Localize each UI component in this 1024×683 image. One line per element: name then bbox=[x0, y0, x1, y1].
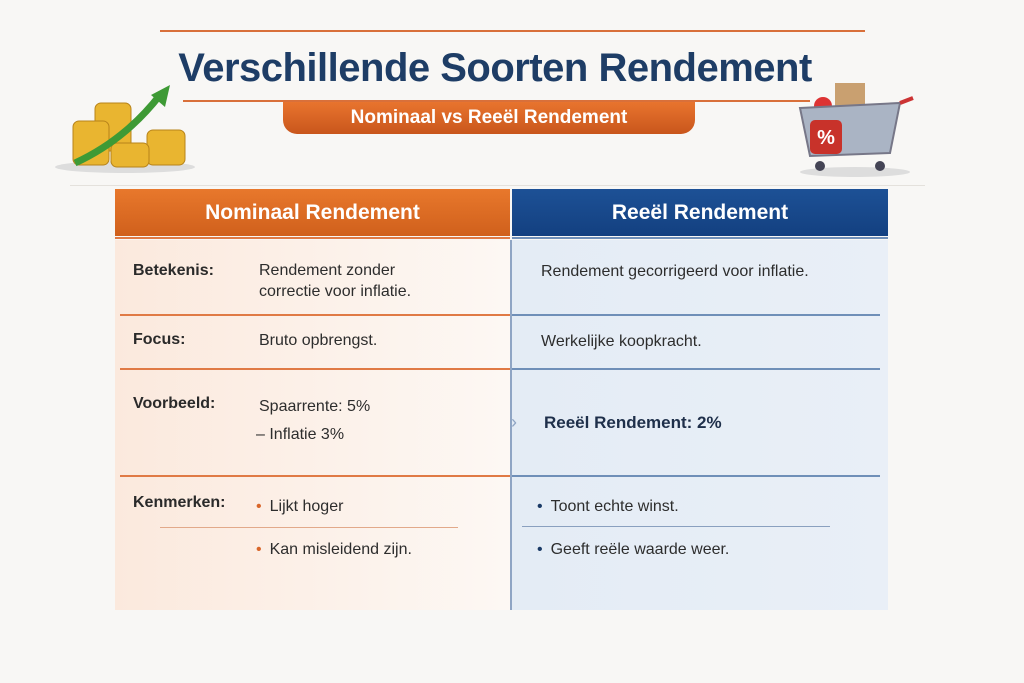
row-label-voorbeeld: Voorbeeld: bbox=[133, 395, 216, 412]
nominal-column bbox=[115, 240, 510, 610]
row-label-focus: Focus: bbox=[133, 331, 186, 348]
real-column bbox=[512, 240, 888, 610]
svg-text:%: % bbox=[817, 127, 835, 149]
row-rule bbox=[512, 314, 880, 316]
nominal-focus: Bruto opbrengst. bbox=[259, 332, 378, 349]
real-bullet: • Geeft reële waarde weer. bbox=[537, 539, 729, 560]
bullet-icon: • bbox=[256, 498, 262, 515]
subtitle-banner: Nominaal vs Reeël Rendement bbox=[283, 102, 695, 134]
chevron-right-icon: › bbox=[511, 412, 517, 432]
bullet-text: Kan misleidend zijn. bbox=[269, 541, 412, 558]
shopping-cart-percent-icon: % bbox=[798, 83, 914, 177]
nominal-bullet: • Kan misleidend zijn. bbox=[256, 539, 412, 560]
real-focus: Werkelijke koopkracht. bbox=[541, 333, 702, 350]
text-line: Rendement zonder bbox=[259, 262, 396, 279]
nominal-betekenis: Rendement zonder correctie voor inflatie… bbox=[259, 260, 411, 302]
real-betekenis: Rendement gecorrigeerd voor inflatie. bbox=[541, 263, 809, 280]
column-divider bbox=[510, 240, 512, 610]
row-rule bbox=[120, 475, 510, 477]
real-voorbeeld: Reeël Rendement: 2% bbox=[544, 413, 722, 432]
column-header-real: Reeël Rendement bbox=[512, 189, 888, 236]
text-line: correctie voor inflatie. bbox=[259, 283, 412, 300]
bullet-icon: • bbox=[537, 541, 543, 558]
bullet-text: Geeft reële waarde weer. bbox=[550, 541, 730, 558]
row-rule bbox=[512, 368, 880, 370]
row-label-betekenis: Betekenis: bbox=[133, 262, 214, 279]
bullet-icon: • bbox=[256, 541, 262, 558]
page-title: Verschillende Soorten Rendement bbox=[178, 46, 812, 90]
title-rule bbox=[183, 100, 810, 102]
gold-coins-growth-arrow-icon bbox=[55, 85, 195, 173]
row-rule bbox=[512, 475, 880, 477]
divider bbox=[70, 185, 925, 186]
sub-rule bbox=[522, 526, 830, 527]
row-rule bbox=[120, 368, 510, 370]
bullet-text: Toont echte winst. bbox=[550, 498, 679, 515]
row-label-kenmerken: Kenmerken: bbox=[133, 494, 226, 511]
header-rule-left bbox=[115, 237, 510, 239]
bullet-text: Lijkt hoger bbox=[269, 498, 344, 515]
top-rule bbox=[160, 30, 865, 32]
sub-rule bbox=[160, 527, 458, 528]
bullet-icon: • bbox=[537, 498, 543, 515]
nominal-voorbeeld-2: – Inflatie 3% bbox=[256, 426, 345, 443]
nominal-bullet: • Lijkt hoger bbox=[256, 496, 343, 517]
real-bullet: • Toont echte winst. bbox=[537, 496, 679, 517]
nominal-voorbeeld-1: Spaarrente: 5% bbox=[259, 398, 371, 415]
column-header-nominal: Nominaal Rendement bbox=[115, 189, 510, 236]
row-rule bbox=[120, 314, 510, 316]
header-rule-right bbox=[512, 237, 888, 239]
